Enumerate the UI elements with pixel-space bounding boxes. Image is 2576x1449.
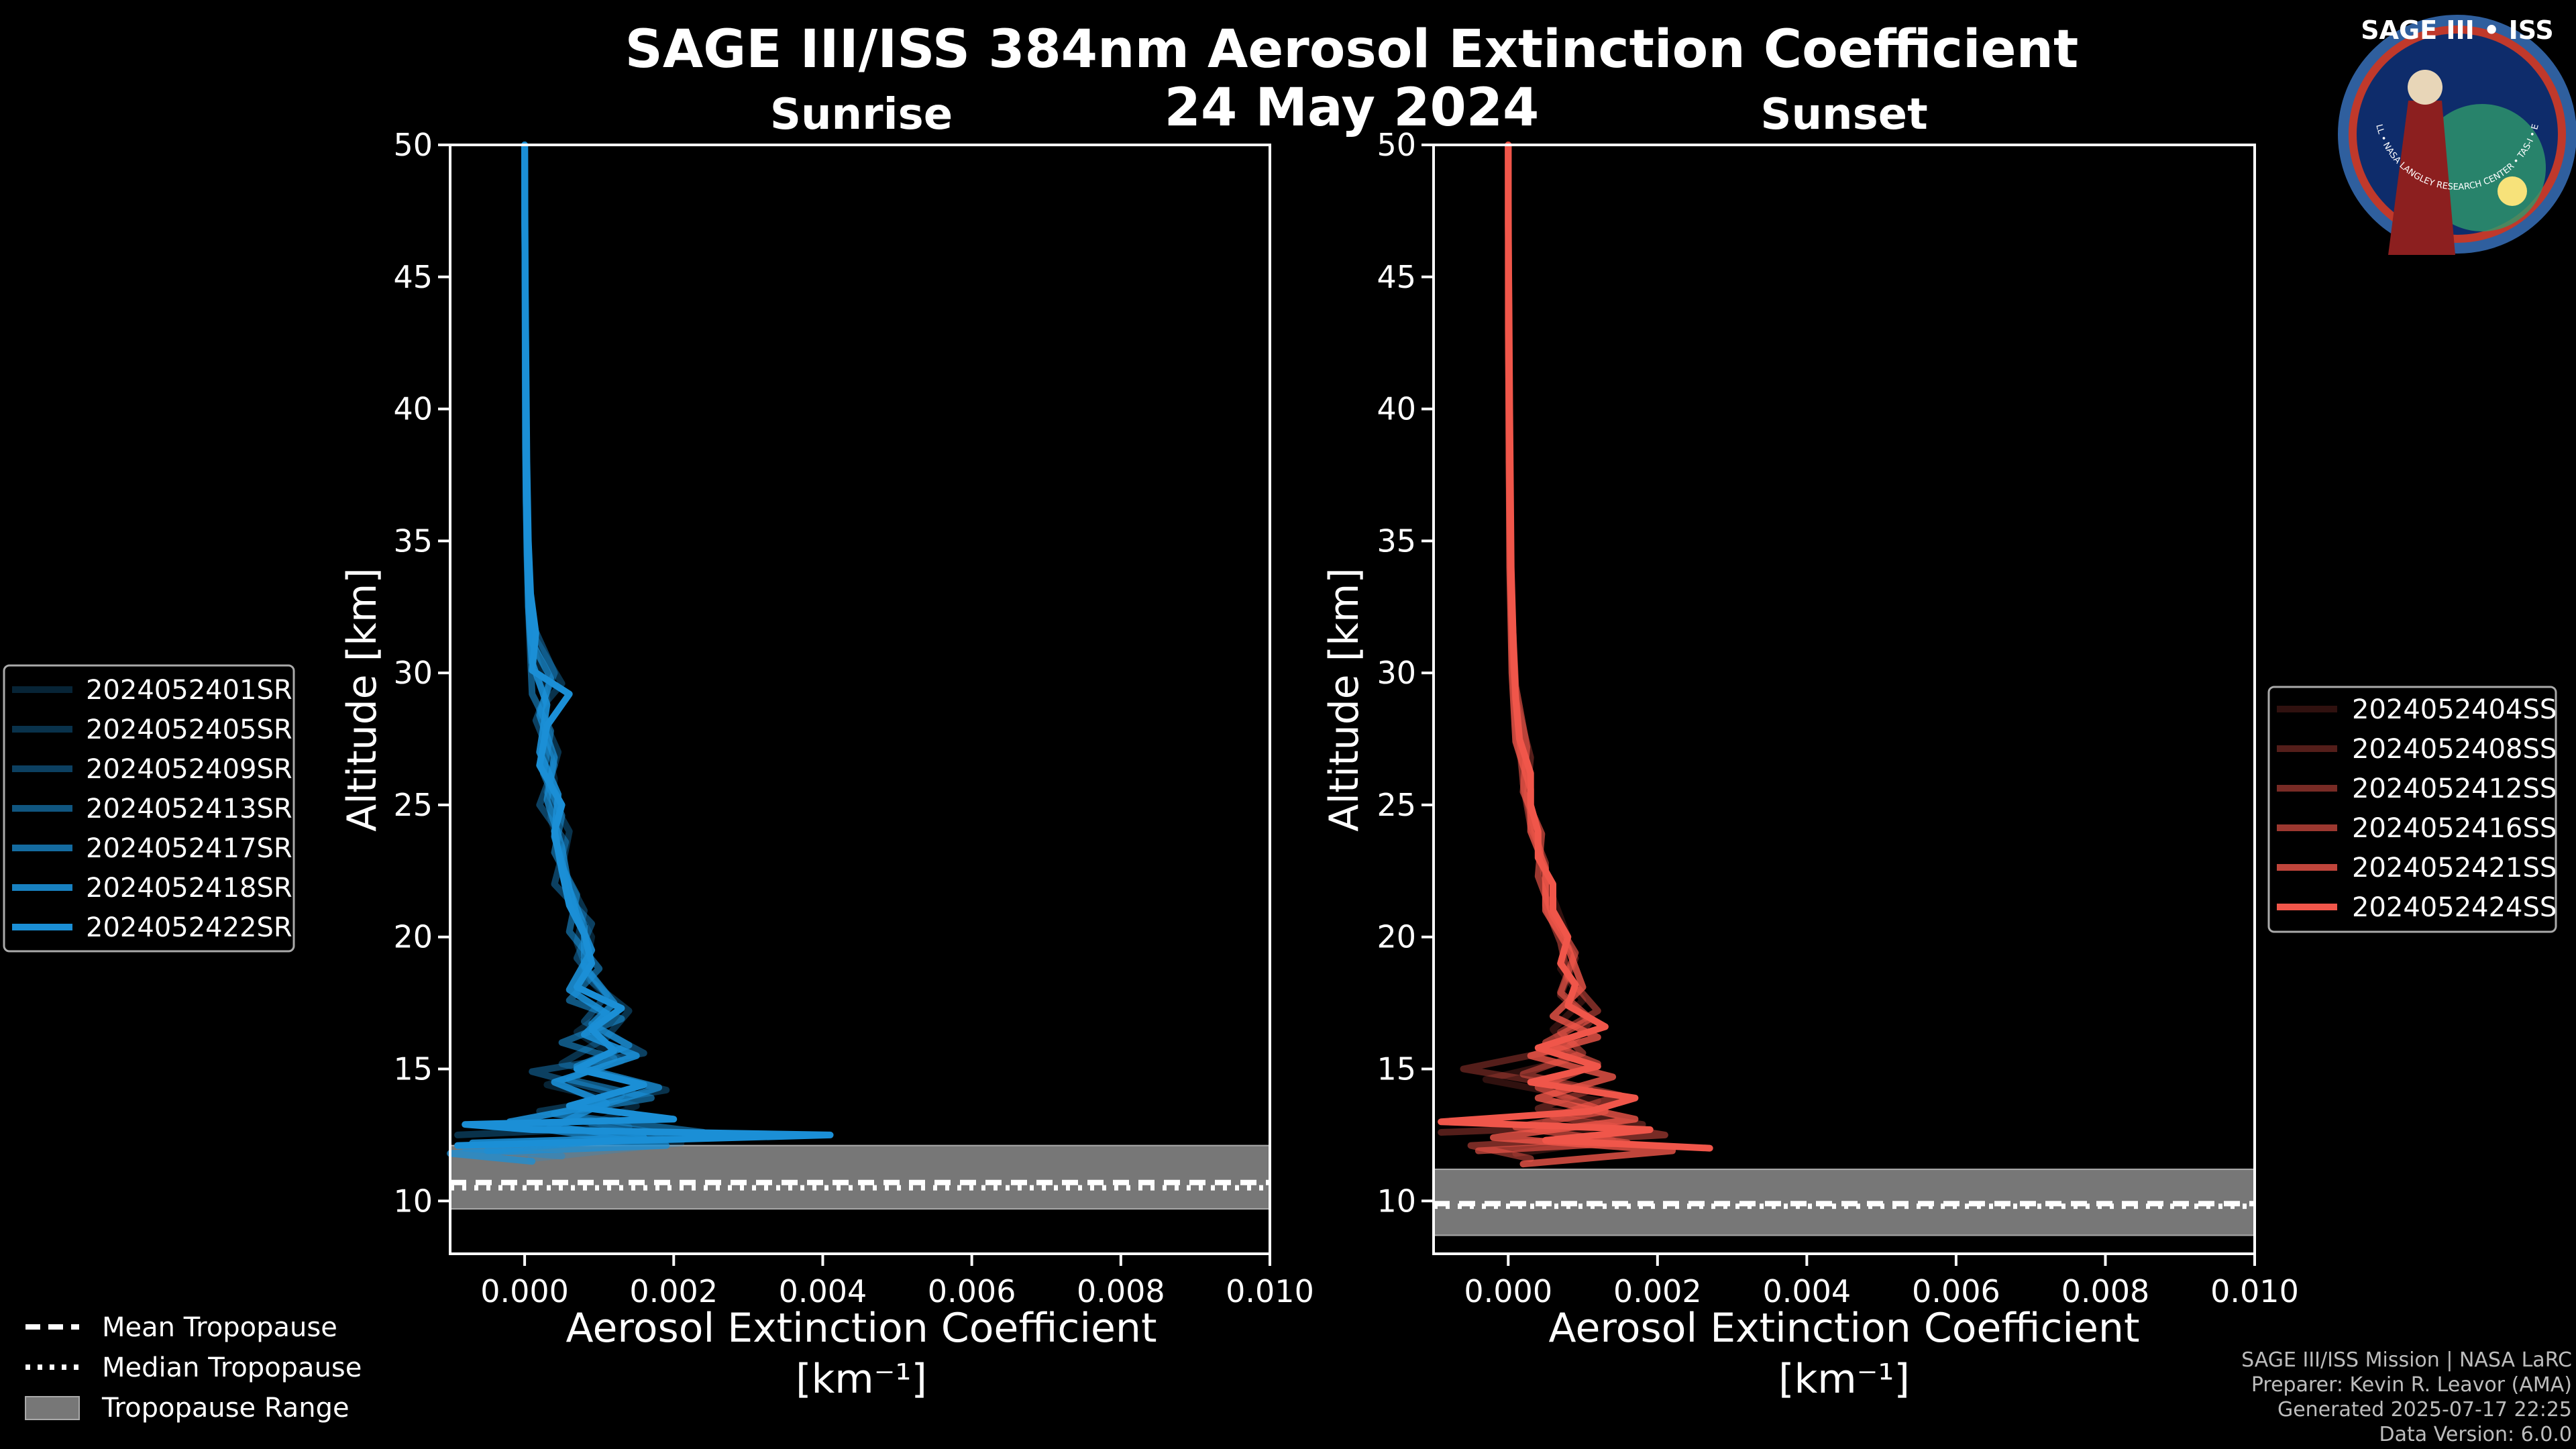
sunset-y-tick-label: 25 <box>1377 787 1416 823</box>
sunrise-axes-frame <box>449 144 1271 1255</box>
sunset-legend: 2024052404SS 2024052408SS 2024052412SS 2024… <box>2267 686 2557 933</box>
sunrise-x-tick-label: 0.004 <box>779 1273 867 1309</box>
sunrise-legend: 2024052401SR 2024052405SR 2024052409SR 2024… <box>3 664 295 953</box>
logo-sun-icon <box>2498 176 2527 206</box>
sunrise-panel-title: Sunrise <box>770 90 953 140</box>
sunset-y-tick-label: 20 <box>1377 919 1416 955</box>
sunrise-y-tick-label: 45 <box>393 259 433 295</box>
sunrise-x-tick-label: 0.006 <box>928 1273 1016 1309</box>
logo-title-text: SAGE III • ISS <box>2361 15 2554 45</box>
sunrise-panel: Sunrise 0.000 0.002 0.004 0.006 0.008 0.010 10… <box>339 90 1314 1403</box>
sunset-series-line-2024052424SS <box>1438 142 1713 1152</box>
sunset-y-axis-label: Altitude [km] <box>1321 568 1368 832</box>
sunset-x-tick-label: 0.006 <box>1912 1273 2000 1309</box>
sunset-x-tick-label: 0.008 <box>2061 1273 2150 1309</box>
sunrise-y-tick-label: 15 <box>393 1051 433 1087</box>
sunset-x-axis-unit: [km⁻¹] <box>1778 1356 1910 1403</box>
sunset-y-tick-label: 10 <box>1377 1183 1416 1219</box>
sunrise-series-layer <box>447 142 834 1165</box>
sunrise-tropopause-range-band <box>449 1144 1271 1210</box>
sunrise-x-tick-label: 0.002 <box>629 1273 718 1309</box>
sunset-y-tick-label: 35 <box>1377 523 1416 559</box>
sunset-axes-frame <box>1432 144 2256 1255</box>
footer-data-version: Data Version: 6.0.0 <box>2379 1423 2572 1446</box>
sunset-x-tick-label: 0.000 <box>1464 1273 1552 1309</box>
sunrise-y-tick-label: 40 <box>393 391 433 427</box>
sunset-x-tick-label: 0.002 <box>1613 1273 1702 1309</box>
logo-figure-head <box>2408 70 2443 105</box>
sunrise-y-axis-label: Altitude [km] <box>339 568 386 832</box>
sunset-y-tick-label: 40 <box>1377 391 1416 427</box>
sunset-tropopause-layer <box>1433 1169 2255 1236</box>
figure-title: SAGE III/ISS 384nm Aerosol Extinction Co… <box>625 19 2079 80</box>
sunset-panel-title: Sunset <box>1760 90 1927 140</box>
sunrise-legend-label-2024052422SR: 2024052422SR <box>86 912 292 943</box>
sunrise-y-tick-label: 35 <box>393 523 433 559</box>
sunrise-legend-box <box>3 664 295 953</box>
sunset-series-layer <box>1438 142 1713 1168</box>
sunrise-x-tick-label: 0.008 <box>1077 1273 1165 1309</box>
sunset-y-tick-label: 50 <box>1377 127 1416 163</box>
sunrise-legend-label-2024052409SR: 2024052409SR <box>86 754 292 785</box>
sunrise-legend-label-2024052417SR: 2024052417SR <box>86 833 292 864</box>
sunrise-y-tick-label: 30 <box>393 655 433 691</box>
sunrise-ticks-layer: 0.000 0.002 0.004 0.006 0.008 0.010 10 15 20 25 30… <box>393 127 1313 1309</box>
sunset-y-tick-label: 45 <box>1377 259 1416 295</box>
median-tropopause-label: Median Tropopause <box>102 1352 362 1383</box>
sunrise-x-tick-label: 0.000 <box>480 1273 569 1309</box>
tropopause-range-swatch <box>25 1396 80 1420</box>
sunrise-legend-label-2024052413SR: 2024052413SR <box>86 794 292 824</box>
sunset-x-axis-label: Aerosol Extinction Coefficient <box>1549 1305 2140 1352</box>
footer-generated: Generated 2025-07-17 22:25 <box>2277 1398 2572 1421</box>
sunset-y-tick-label: 30 <box>1377 655 1416 691</box>
sunset-legend-label-2024052424SS: 2024052424SS <box>2352 892 2557 923</box>
sunrise-y-tick-label: 20 <box>393 919 433 955</box>
sunrise-tropopause-layer <box>449 1144 1271 1210</box>
sunrise-legend-label-2024052405SR: 2024052405SR <box>86 714 292 745</box>
tropopause-range-label: Tropopause Range <box>101 1393 350 1424</box>
sunset-y-tick-label: 15 <box>1377 1051 1416 1087</box>
sunrise-y-tick-label: 10 <box>393 1183 433 1219</box>
sunrise-legend-label-2024052418SR: 2024052418SR <box>86 873 292 904</box>
footer-preparer: Preparer: Kevin R. Leavor (AMA) <box>2251 1373 2572 1397</box>
sunrise-y-tick-label: 50 <box>393 127 433 163</box>
sunset-legend-label-2024052412SS: 2024052412SS <box>2352 773 2557 804</box>
sunset-legend-label-2024052408SS: 2024052408SS <box>2352 734 2557 765</box>
sunrise-y-tick-label: 25 <box>393 787 433 823</box>
sunset-x-tick-label: 0.010 <box>2210 1273 2299 1309</box>
sunrise-x-axis-label: Aerosol Extinction Coefficient <box>566 1305 1157 1352</box>
sunrise-x-tick-label: 0.010 <box>1226 1273 1314 1309</box>
sunrise-legend-label-2024052401SR: 2024052401SR <box>86 675 292 706</box>
sunset-ticks-layer: 0.000 0.002 0.004 0.006 0.008 0.010 10 15 20 25 30… <box>1377 127 2298 1309</box>
sunrise-series-line-2024052422SR <box>454 142 834 1149</box>
sunset-legend-label-2024052421SS: 2024052421SS <box>2352 853 2557 883</box>
sunset-legend-label-2024052404SS: 2024052404SS <box>2352 694 2557 725</box>
sunset-legend-label-2024052416SS: 2024052416SS <box>2352 813 2557 844</box>
figure-date: 24 May 2024 <box>1165 78 1540 138</box>
sunset-legend-box <box>2267 686 2557 933</box>
sunset-panel: Sunset 0.000 0.002 0.004 0.006 0.008 0.010 10 1… <box>1321 90 2299 1403</box>
logo-figure-shape <box>2388 101 2455 255</box>
footer-mission: SAGE III/ISS Mission | NASA LaRC <box>2241 1348 2572 1372</box>
mean-tropopause-label: Mean Tropopause <box>102 1312 337 1343</box>
sunset-x-tick-label: 0.004 <box>1763 1273 1851 1309</box>
tropopause-legend: Mean Tropopause Median Tropopause Tropop… <box>25 1312 362 1424</box>
sunrise-x-axis-unit: [km⁻¹] <box>796 1356 927 1403</box>
